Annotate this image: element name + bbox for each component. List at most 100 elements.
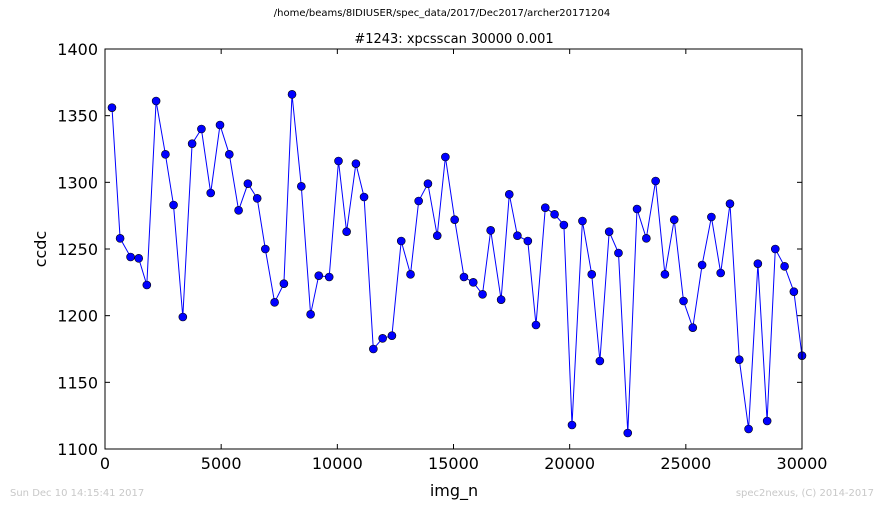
x-tick-label: 15000 (428, 454, 479, 473)
credit-footer: spec2nexus, (C) 2014-2017 (735, 488, 874, 499)
y-tick-label: 1350 (57, 107, 98, 126)
data-point (342, 227, 351, 236)
data-point (351, 159, 361, 168)
data-point (243, 179, 253, 188)
data-point (789, 287, 799, 296)
x-tick-label: 30000 (777, 454, 828, 473)
x-tick-label: 20000 (544, 454, 595, 473)
data-point (161, 150, 170, 159)
x-tick-label: 25000 (660, 454, 711, 473)
data-point (697, 260, 707, 270)
data-point (215, 120, 225, 130)
plot-frame (104, 48, 803, 450)
data-point (762, 416, 772, 426)
data-point (378, 334, 387, 343)
data-point (234, 206, 243, 215)
data-point (679, 296, 688, 306)
data-point (567, 420, 577, 430)
data-point (134, 254, 143, 263)
y-tick-label: 1100 (57, 440, 98, 459)
data-point (660, 270, 670, 279)
data-point (334, 156, 343, 166)
data-point (142, 280, 152, 290)
data-point (414, 196, 423, 206)
data-point (423, 179, 433, 188)
y-tick-label: 1300 (57, 173, 98, 192)
data-point (716, 268, 725, 278)
data-point (559, 220, 569, 230)
data-point (279, 279, 289, 288)
data-point (441, 152, 450, 162)
data-point (550, 210, 559, 219)
data-point (587, 270, 597, 279)
data-point (531, 320, 541, 330)
data-point (151, 96, 161, 106)
chart-title: #1243: xpcsscan 30000 0.001 (354, 32, 553, 47)
data-point (432, 231, 442, 240)
data-point (623, 428, 633, 438)
data-point (725, 199, 735, 208)
data-series (107, 90, 807, 438)
data-point (306, 310, 315, 319)
y-tick-label: 1250 (57, 240, 98, 259)
data-point (115, 234, 125, 243)
data-point (642, 234, 651, 243)
data-point (396, 236, 406, 246)
data-point (513, 231, 522, 240)
data-point (478, 290, 487, 299)
data-point (595, 356, 605, 366)
data-point (387, 331, 397, 340)
data-point (126, 252, 135, 262)
data-point (632, 204, 642, 214)
y-axis-label: ccdc (31, 231, 50, 268)
data-point (369, 344, 378, 354)
data-point (744, 424, 753, 434)
data-point (314, 271, 324, 280)
data-point (669, 215, 679, 224)
data-point (287, 90, 297, 99)
x-tick-label: 5000 (201, 454, 242, 473)
y-tick-label: 1150 (57, 373, 98, 392)
y-tick-label: 1400 (57, 40, 98, 59)
data-point (486, 226, 495, 235)
data-point (780, 262, 789, 271)
data-point (578, 216, 587, 226)
data-point (406, 270, 415, 279)
data-point (107, 103, 117, 112)
plot-axes: 0 5000 10000 15000 20000 25000 30000 1100 1150 12… (57, 40, 827, 473)
data-point (604, 227, 614, 236)
data-point (753, 259, 763, 268)
data-point (614, 248, 623, 258)
data-point (770, 244, 780, 254)
data-point (261, 244, 270, 254)
data-point (324, 272, 334, 282)
figure-suptitle: /home/beams/8IDIUSER/spec_data/2017/Dec2… (273, 8, 611, 19)
data-point (206, 188, 216, 198)
data-point (359, 192, 369, 202)
data-point (504, 190, 514, 199)
data-point (297, 182, 306, 191)
data-point (169, 200, 178, 210)
data-point (468, 278, 478, 287)
data-point (496, 295, 506, 304)
data-point (459, 272, 469, 282)
data-point (540, 203, 550, 212)
data-point (523, 236, 533, 246)
data-point (688, 323, 698, 332)
data-point (187, 139, 197, 148)
data-point (651, 176, 660, 186)
data-point (197, 124, 206, 134)
timestamp-footer: Sun Dec 10 14:15:41 2017 (10, 488, 145, 499)
x-axis-label: img_n (430, 481, 478, 501)
data-point (224, 150, 234, 159)
data-point (734, 355, 744, 364)
data-point (707, 212, 716, 222)
y-tick-label: 1200 (57, 307, 98, 326)
x-tick-label: 10000 (312, 454, 363, 473)
data-point (270, 298, 279, 307)
data-point (178, 312, 188, 322)
data-point (450, 215, 459, 224)
data-point (252, 194, 262, 203)
x-tick-label: 0 (100, 454, 110, 473)
